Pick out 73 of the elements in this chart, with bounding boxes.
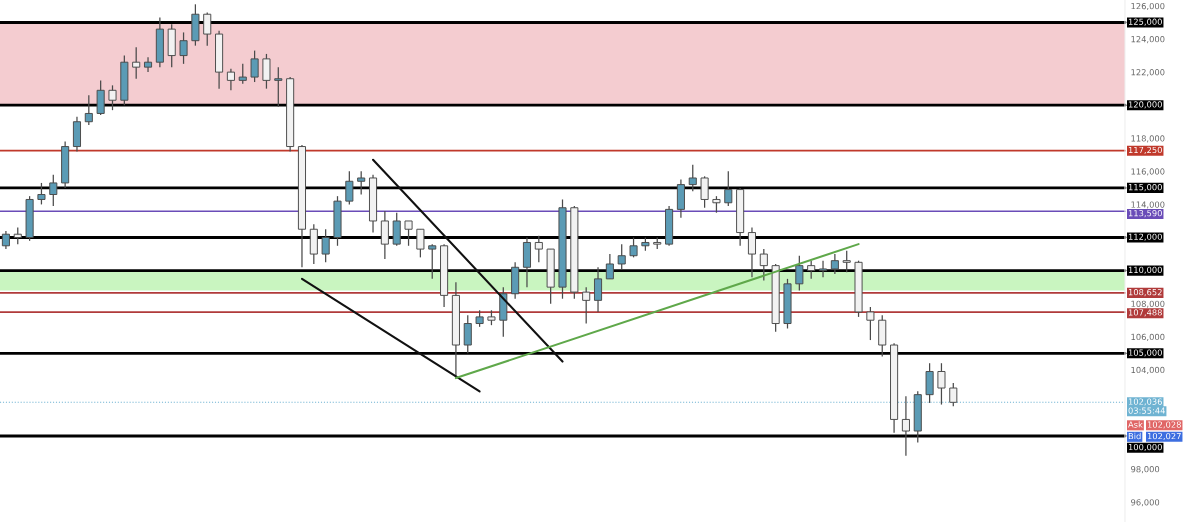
- candlestick: [238, 63, 247, 85]
- ref-line-label: 108,652: [1128, 289, 1162, 297]
- candlestick: [226, 68, 235, 91]
- candlestick: [830, 253, 839, 275]
- ref-line-label: 115,000: [1128, 184, 1162, 192]
- candlestick: [700, 175, 709, 209]
- y-tick-label: 98,000: [1131, 466, 1160, 474]
- candlestick: [321, 228, 330, 263]
- candlestick: [925, 362, 934, 404]
- candlestick: [250, 49, 259, 83]
- candlestick: [428, 243, 437, 280]
- candlestick: [37, 182, 46, 206]
- candlestick: [759, 248, 768, 282]
- text: 03:55:44: [1128, 407, 1165, 414]
- candlestick: [617, 243, 626, 270]
- text: Bid: [1128, 432, 1141, 440]
- candlestick: [96, 79, 105, 116]
- candlestick: [357, 170, 366, 196]
- candlestick: [404, 220, 413, 247]
- candlestick: [842, 250, 851, 273]
- candlestick: [345, 170, 354, 206]
- y-tick-label: 116,000: [1131, 168, 1165, 176]
- candlestick: [108, 84, 117, 111]
- ref-line-label: 107,488: [1128, 309, 1162, 317]
- ref-line-label: 110,000: [1128, 266, 1162, 274]
- candlestick: [901, 395, 910, 457]
- y-tick-label: 118,000: [1131, 135, 1165, 143]
- ref-line-label: 113,590: [1128, 210, 1162, 218]
- ref-line-label: 117,250: [1128, 146, 1162, 154]
- candlestick: [463, 314, 472, 354]
- candlestick: [724, 170, 733, 207]
- candlestick: [605, 253, 614, 280]
- candlestick: [937, 362, 946, 406]
- y-tick-label: 122,000: [1131, 69, 1165, 77]
- ref-line-label: 105,000: [1128, 349, 1162, 357]
- y-tick-label: 96,000: [1131, 499, 1160, 507]
- ref-line-label: 112,000: [1128, 233, 1162, 241]
- ref-line-label: 100,000: [1128, 443, 1162, 452]
- candlestick: [807, 260, 816, 280]
- y-tick-label: 124,000: [1131, 36, 1165, 44]
- candlestick: [629, 236, 638, 258]
- y-tick-label: 108,000: [1131, 300, 1165, 308]
- candlestick: [274, 66, 283, 108]
- candlestick: [203, 11, 212, 47]
- y-tick-label: 126,000: [1131, 2, 1165, 11]
- candlestick: [593, 266, 603, 313]
- y-tick-label: 106,000: [1131, 333, 1165, 341]
- candlestick: [949, 382, 958, 407]
- ref-line-label: 125,000: [1128, 18, 1162, 26]
- candlestick: [179, 31, 188, 65]
- candlestick: [747, 226, 757, 278]
- ref-line-label: 102,036: [1128, 398, 1162, 406]
- text: Ask: [1128, 421, 1143, 428]
- candlestick: [818, 260, 828, 278]
- y-tick-label: 104,000: [1131, 366, 1165, 374]
- ref-line-label: 120,000: [1128, 101, 1162, 109]
- text: 102,027: [1147, 432, 1181, 441]
- candlestick: [392, 212, 401, 247]
- candlestick: [795, 255, 804, 292]
- candlestick: [866, 306, 875, 341]
- candlestick: [534, 235, 543, 263]
- y-tick-label: 114,000: [1131, 201, 1165, 209]
- candlestick: [1, 230, 10, 250]
- candlestick: [582, 286, 591, 325]
- candlestick: [84, 94, 93, 126]
- candlestick: [143, 56, 153, 73]
- candlestick: [416, 228, 425, 258]
- candlestick: [132, 46, 141, 80]
- candlestick: [49, 174, 58, 207]
- candlestick: [688, 164, 697, 192]
- candlestick: [380, 210, 389, 260]
- candlestick: [262, 53, 271, 90]
- text: 102,028: [1147, 421, 1181, 429]
